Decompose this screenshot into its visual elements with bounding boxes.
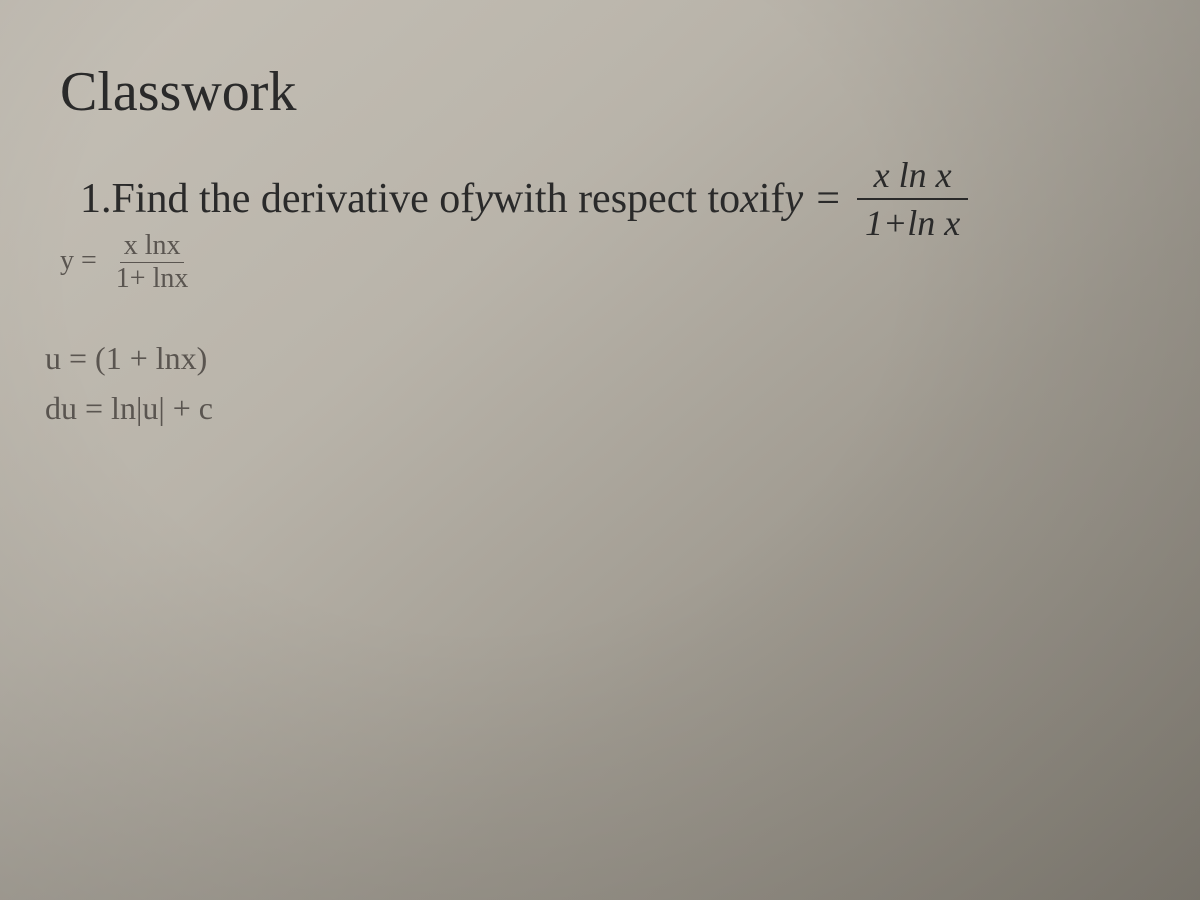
problem-var-y: y xyxy=(474,175,493,223)
problem-fraction: x ln x 1+ln x xyxy=(857,154,968,244)
problem-text-1: Find the derivative of xyxy=(112,175,475,223)
problem-1: 1. Find the derivative of y with respect… xyxy=(80,154,1160,244)
problem-text-3: if xyxy=(759,175,785,223)
hw-fraction-num: x lnx xyxy=(120,230,185,263)
page-heading: Classwork xyxy=(60,60,1160,124)
handwritten-line-3: du = ln|u| + c xyxy=(45,390,213,427)
problem-equation-lhs: y = xyxy=(784,175,841,223)
problem-number: 1. xyxy=(80,175,112,223)
problem-var-x: x xyxy=(740,175,759,223)
handwritten-line-2: u = (1 + lnx) xyxy=(45,340,207,377)
fraction-numerator: x ln x xyxy=(866,154,960,198)
hw-fraction-den: 1+ lnx xyxy=(112,263,193,295)
worksheet-paper: Classwork 1. Find the derivative of y wi… xyxy=(0,0,1200,900)
problem-text-2: with respect to xyxy=(493,175,740,223)
handwritten-line-1: y = x lnx 1+ lnx xyxy=(60,230,192,295)
hw-fraction: x lnx 1+ lnx xyxy=(112,230,193,295)
hw-line1-lhs: y = xyxy=(60,245,97,276)
fraction-denominator: 1+ln x xyxy=(857,198,968,244)
